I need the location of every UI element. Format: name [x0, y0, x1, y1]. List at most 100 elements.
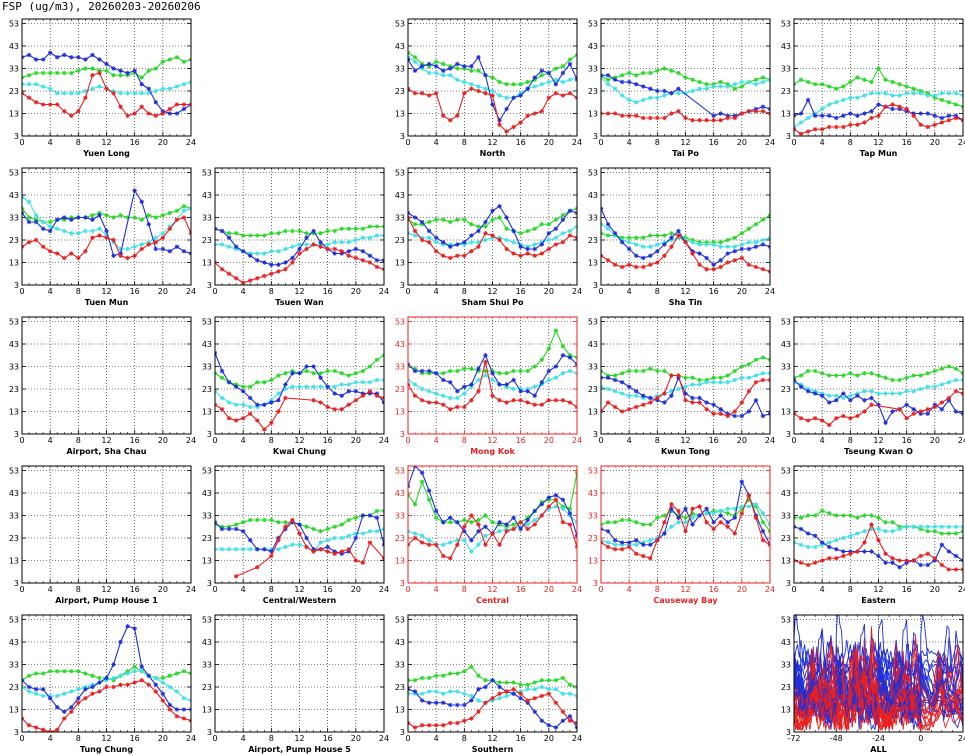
- plot-frame: [214, 465, 385, 584]
- data-point-cyan: [476, 240, 481, 245]
- data-point-blue: [725, 251, 730, 256]
- data-point-red: [560, 240, 566, 245]
- data-point-cyan: [890, 93, 895, 98]
- data-point-blue: [153, 100, 158, 105]
- data-point-green: [139, 217, 144, 222]
- data-point-green: [605, 520, 611, 525]
- data-point-blue: [132, 68, 137, 73]
- data-point-cyan: [939, 91, 945, 96]
- data-point-blue: [26, 219, 32, 225]
- data-point-blue: [704, 506, 709, 511]
- y-tick-label: 13: [781, 408, 791, 417]
- data-point-red: [546, 504, 552, 509]
- plot-frame: [600, 465, 771, 584]
- data-point-cyan: [332, 240, 337, 245]
- y-tick-label: 23: [781, 385, 791, 394]
- data-point-cyan: [412, 382, 418, 387]
- data-point-red: [339, 407, 344, 412]
- data-point-blue: [469, 64, 474, 69]
- x-tick-label: 8: [269, 287, 274, 296]
- data-point-blue: [226, 380, 232, 385]
- data-point-blue: [111, 253, 116, 258]
- station-label: Causeway Bay: [653, 596, 718, 605]
- data-point-red: [805, 418, 811, 423]
- data-point-blue: [525, 517, 530, 523]
- data-point-blue: [325, 544, 330, 550]
- data-point-red: [869, 402, 874, 407]
- data-point-blue: [911, 111, 916, 116]
- y-tick-label: 23: [9, 385, 19, 394]
- data-point-red: [841, 124, 846, 130]
- data-point-cyan: [160, 680, 166, 685]
- data-point-blue: [146, 222, 151, 227]
- data-point-blue: [139, 664, 144, 669]
- data-point-blue: [662, 242, 667, 247]
- station-label: Kwai Chung: [273, 447, 326, 456]
- data-point-cyan: [939, 524, 945, 529]
- data-point-red: [718, 520, 723, 525]
- data-point-red: [248, 411, 253, 416]
- data-point-cyan: [433, 70, 439, 76]
- data-point-red: [805, 129, 811, 134]
- data-point-red: [697, 118, 702, 123]
- series-group: [215, 224, 384, 285]
- data-point-cyan: [648, 95, 653, 100]
- data-point-blue: [497, 684, 502, 690]
- data-point-green: [269, 377, 274, 383]
- data-point-red: [33, 100, 39, 105]
- data-point-green: [419, 61, 425, 67]
- data-point-blue: [483, 219, 488, 225]
- data-point-cyan: [360, 235, 366, 240]
- data-point-green: [890, 520, 895, 525]
- data-point-red: [62, 716, 67, 721]
- data-point-blue: [311, 364, 316, 369]
- data-point-red: [455, 253, 460, 258]
- data-point-blue: [304, 364, 309, 369]
- data-point-blue: [553, 226, 559, 231]
- data-point-blue: [518, 244, 523, 249]
- data-point-blue: [626, 540, 632, 545]
- data-point-blue: [125, 70, 130, 76]
- data-point-green: [539, 678, 544, 683]
- data-point-green: [62, 669, 67, 674]
- data-point-blue: [83, 215, 88, 220]
- data-point-blue: [739, 246, 745, 252]
- data-point-green: [641, 235, 646, 240]
- data-point-cyan: [883, 91, 888, 96]
- data-point-cyan: [760, 371, 766, 376]
- data-point-green: [953, 102, 959, 107]
- data-point-red: [932, 122, 938, 127]
- y-tick-label: 33: [9, 214, 19, 223]
- y-tick-label: 33: [588, 363, 598, 372]
- x-tick-label: 20: [351, 734, 361, 743]
- data-point-cyan: [711, 380, 716, 385]
- data-point-green: [33, 70, 39, 76]
- data-point-cyan: [532, 242, 537, 247]
- data-point-green: [462, 366, 467, 371]
- y-tick-label: 53: [395, 20, 405, 29]
- y-tick-label: 53: [9, 318, 19, 327]
- data-point-red: [739, 111, 745, 116]
- data-point-cyan: [174, 84, 180, 89]
- data-point-cyan: [339, 535, 344, 541]
- data-point-cyan: [40, 84, 46, 89]
- data-point-blue: [40, 226, 46, 231]
- series-line-cyan: [215, 379, 384, 408]
- y-tick-label: 3: [593, 281, 598, 290]
- data-point-red: [97, 689, 102, 694]
- station-label: Yuen Long: [82, 149, 130, 158]
- data-point-blue: [233, 384, 239, 389]
- data-point-cyan: [90, 228, 95, 234]
- data-point-red: [798, 416, 804, 421]
- data-point-cyan: [525, 522, 530, 527]
- data-point-cyan: [448, 242, 453, 247]
- data-point-red: [33, 725, 39, 730]
- data-point-cyan: [353, 531, 359, 536]
- data-point-blue: [26, 52, 32, 58]
- data-point-red: [669, 502, 674, 507]
- data-point-blue: [174, 244, 180, 249]
- data-point-cyan: [40, 219, 46, 225]
- y-tick-label: 43: [202, 191, 212, 200]
- x-tick-label: 12: [101, 734, 111, 743]
